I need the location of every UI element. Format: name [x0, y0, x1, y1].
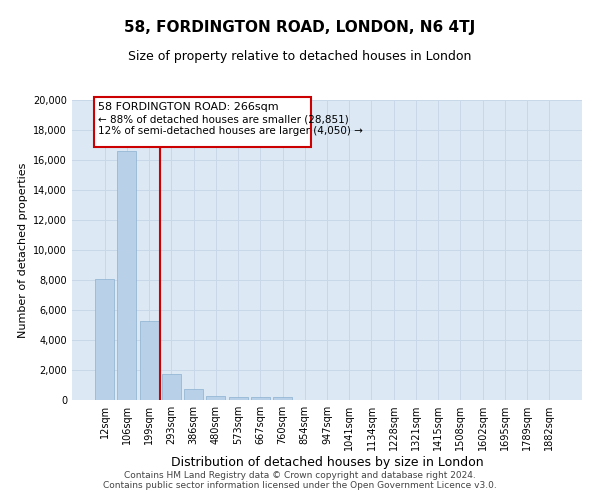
- Bar: [273, 397, 292, 400]
- Text: 12% of semi-detached houses are larger (4,050) →: 12% of semi-detached houses are larger (…: [98, 126, 363, 136]
- Bar: [229, 397, 248, 400]
- Text: 58, FORDINGTON ROAD, LONDON, N6 4TJ: 58, FORDINGTON ROAD, LONDON, N6 4TJ: [124, 20, 476, 35]
- Bar: [118, 151, 136, 400]
- Bar: [140, 320, 158, 400]
- Bar: [251, 397, 270, 400]
- Text: 58 FORDINGTON ROAD: 266sqm: 58 FORDINGTON ROAD: 266sqm: [98, 102, 278, 113]
- Text: ← 88% of detached houses are smaller (28,851): ← 88% of detached houses are smaller (28…: [98, 114, 349, 124]
- Bar: [162, 374, 181, 400]
- Bar: [206, 396, 225, 400]
- X-axis label: Distribution of detached houses by size in London: Distribution of detached houses by size …: [170, 456, 484, 469]
- Text: Contains HM Land Registry data © Crown copyright and database right 2024.
Contai: Contains HM Land Registry data © Crown c…: [103, 470, 497, 490]
- Bar: [95, 278, 114, 400]
- Text: Size of property relative to detached houses in London: Size of property relative to detached ho…: [128, 50, 472, 63]
- Bar: [94, 97, 311, 146]
- Y-axis label: Number of detached properties: Number of detached properties: [18, 162, 28, 338]
- Bar: [184, 389, 203, 400]
